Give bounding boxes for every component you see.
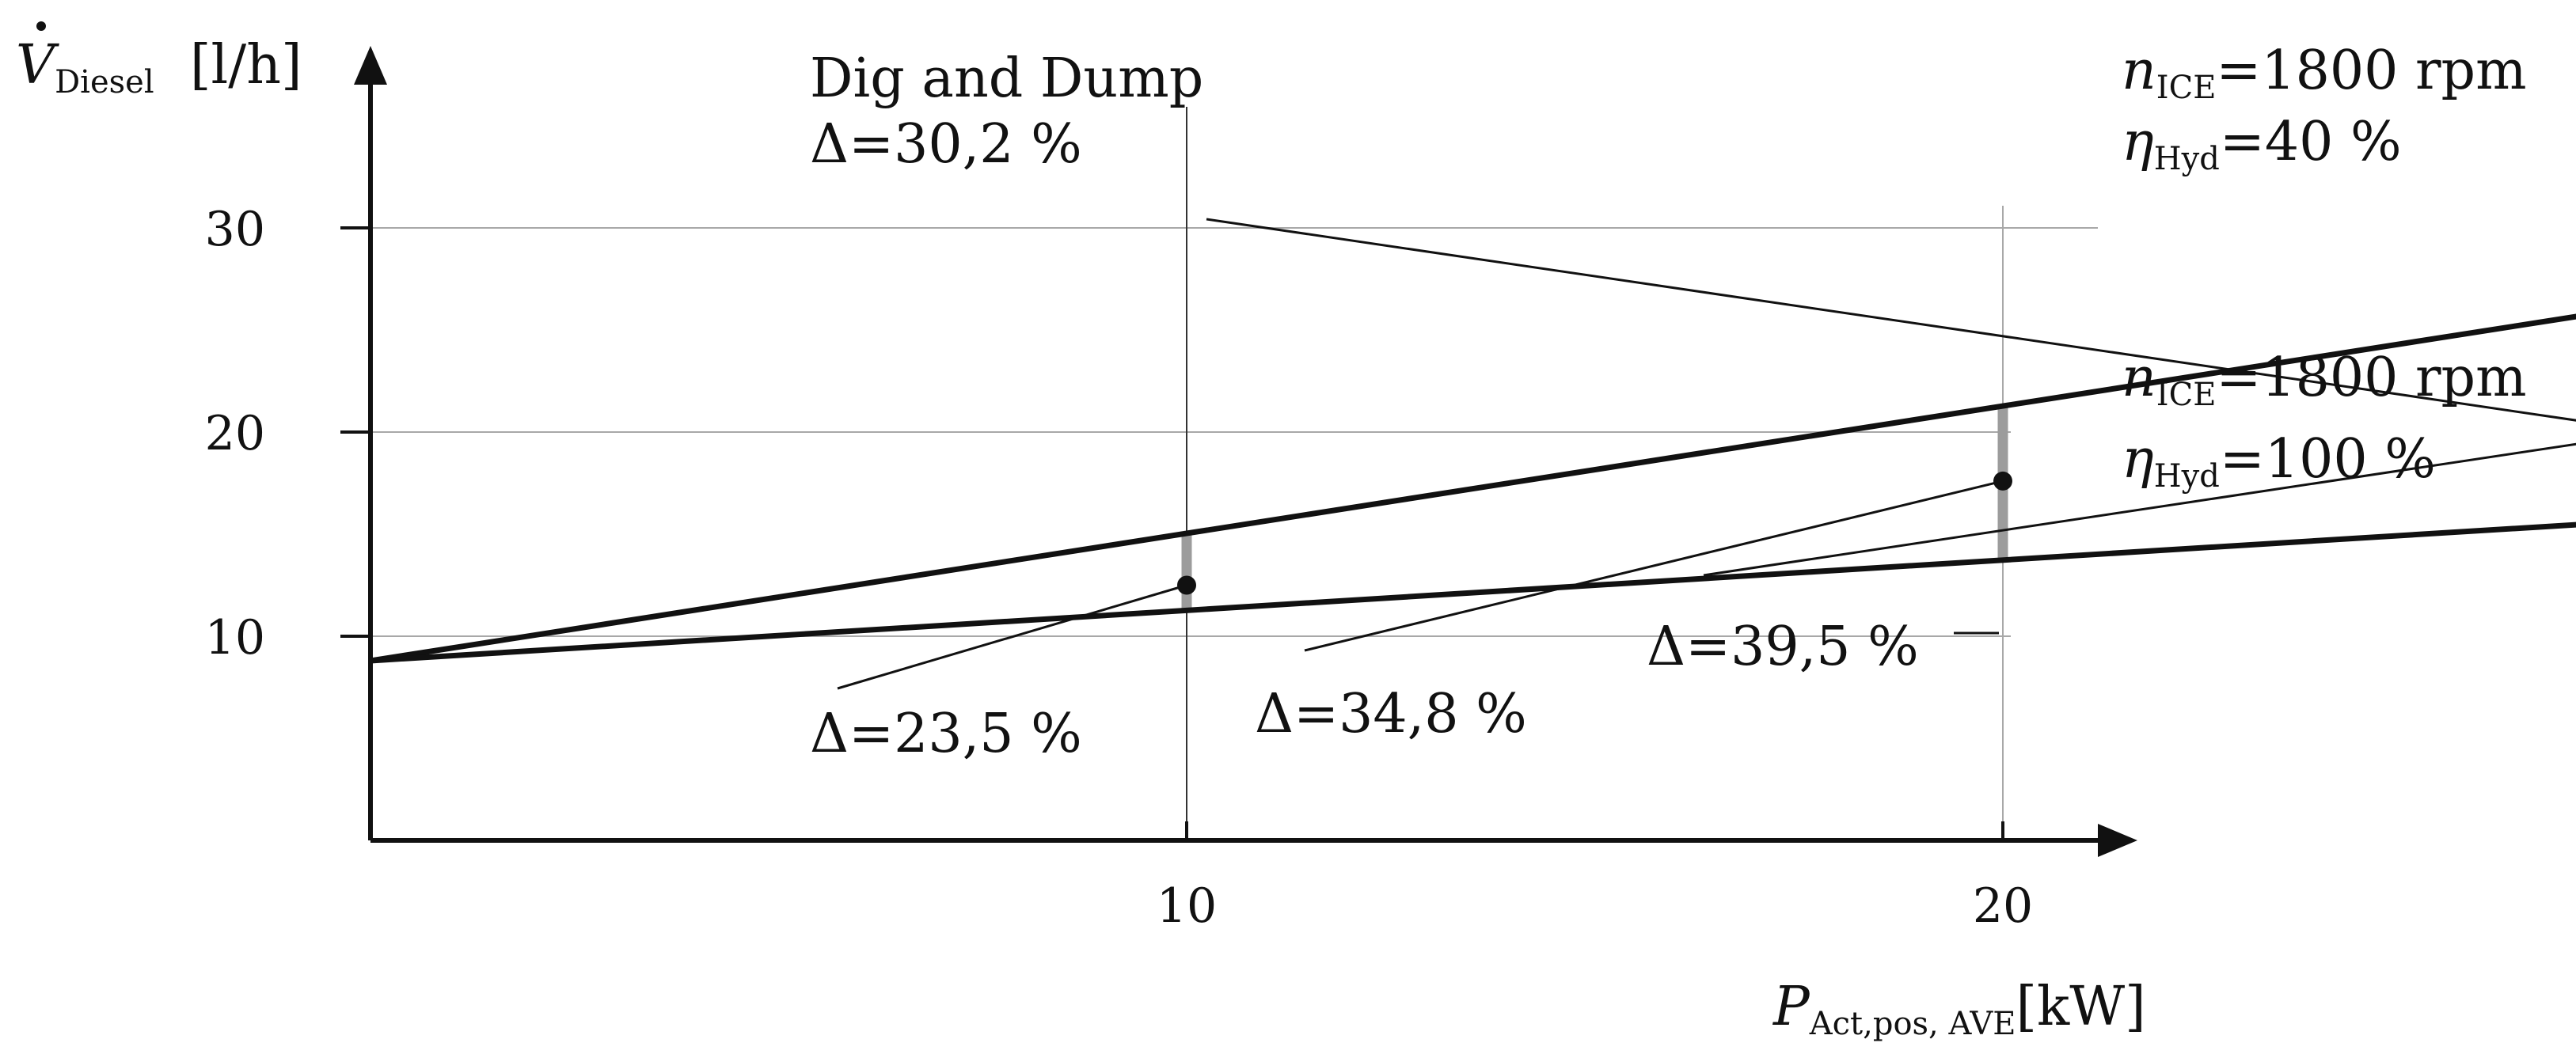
y-axis-arrow [354, 46, 387, 85]
delta-label-10: Δ=23,5 % [810, 703, 1082, 765]
axes [340, 46, 2137, 857]
delta-label-28: Δ=30,2 % [810, 113, 1082, 176]
series-label-eta-1: ηHyd=40 % [2122, 111, 2402, 177]
y-tick-label-10: 10 [205, 610, 265, 666]
data-point-20 [1993, 471, 2012, 491]
y-axis-unit: [l/h] [190, 34, 302, 97]
y-tick-label-30: 30 [205, 202, 265, 257]
x-tick-label-10: 10 [1157, 878, 1217, 934]
delta-label-20: Δ=34,8 % [1255, 683, 1527, 745]
x-tick-label-20: 20 [1973, 878, 2033, 934]
x-axis-arrow [2098, 824, 2137, 857]
series-label-n-2: nICE=1800 rpm [2122, 347, 2527, 413]
chart-labels: 10203040102030✱Δ=23,5 %Δ=34,8 %Δ=30,2 %D… [16, 21, 2527, 1042]
data-points [1177, 471, 2012, 595]
data-point-10 [1177, 575, 1196, 595]
y-axis-label: VDiesel [16, 34, 154, 100]
series-label-eta-2: ηHyd=100 % [2122, 428, 2436, 495]
y-axis-label-dot [36, 21, 46, 31]
annotation-title: Dig and Dump [810, 47, 1203, 110]
delta-label-30: Δ=39,5 % [1647, 616, 1919, 678]
y-tick-label-20: 20 [205, 406, 265, 461]
series-line-1 [370, 313, 2576, 664]
series-line-2 [370, 521, 2576, 664]
leader-line-3 [1206, 218, 2576, 422]
series-lines [370, 313, 2576, 664]
grid [340, 227, 2098, 637]
leader-line-1 [837, 584, 1187, 690]
series-label-n-1: nICE=1800 rpm [2122, 40, 2527, 106]
leader-line-2 [1304, 480, 2004, 652]
leader-line-4 [1703, 442, 2576, 577]
x-axis-label: PAct,pos, AVE[kW] [1772, 976, 2146, 1042]
annotation-leaders [837, 218, 2576, 690]
